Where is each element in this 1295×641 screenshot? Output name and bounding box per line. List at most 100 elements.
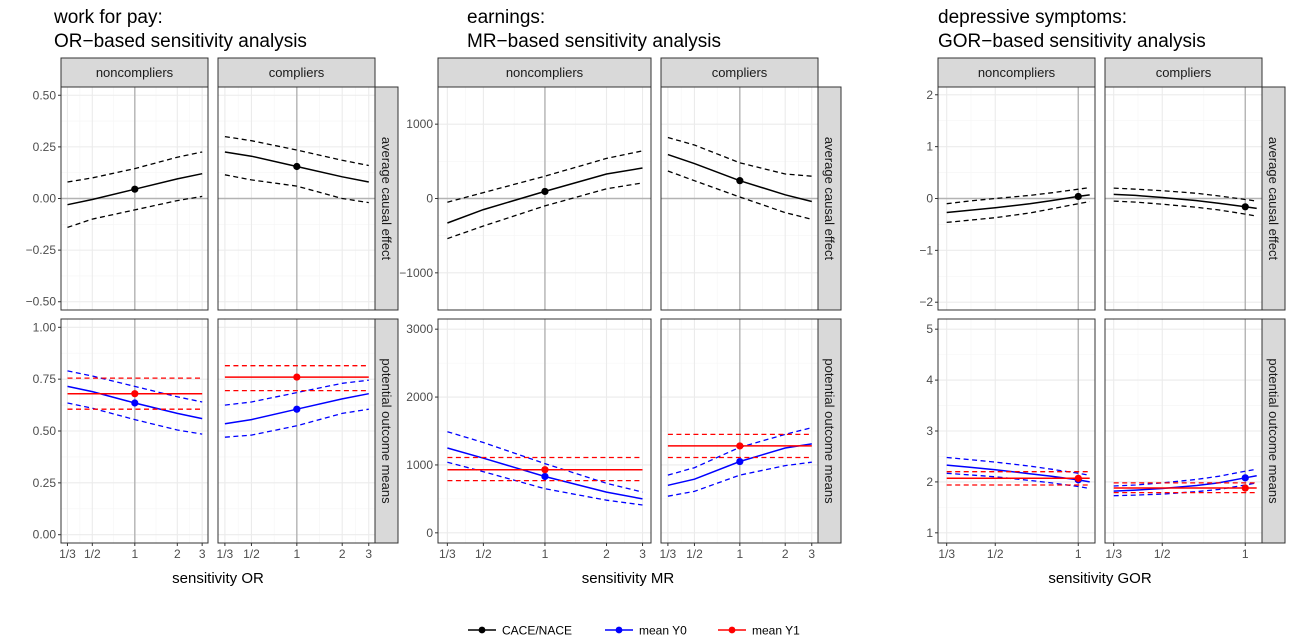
x-tick-label: 1 bbox=[736, 547, 743, 561]
facet-strip-col bbox=[60, 57, 209, 88]
series-y0-lower-bound bbox=[946, 472, 1090, 490]
x-axis-title: sensitivity GOR bbox=[1048, 570, 1152, 587]
legend-item-y0: mean Y0 bbox=[605, 624, 687, 638]
x-tick-label: 2 bbox=[782, 547, 789, 561]
facet-strip-label: compliers bbox=[712, 65, 768, 80]
x-tick-label: 3 bbox=[639, 547, 646, 561]
x-tick-label: 1/2 bbox=[84, 547, 101, 561]
legend-key-point bbox=[728, 626, 736, 634]
facet-strip-row bbox=[374, 86, 399, 311]
y-tick-label: 5 bbox=[926, 322, 933, 336]
legend-label: CACE/NACE bbox=[502, 624, 572, 638]
y-tick-label: 0 bbox=[926, 192, 933, 206]
x-tick-label: 1 bbox=[131, 547, 138, 561]
y-tick-label: −2 bbox=[919, 295, 933, 309]
series-cace-lower-bound bbox=[667, 170, 812, 220]
x-tick-label: 3 bbox=[365, 547, 372, 561]
legend-label: mean Y0 bbox=[639, 624, 687, 638]
x-tick-label: 1/2 bbox=[243, 547, 260, 561]
facet-strip-label: potential outcome means bbox=[822, 358, 837, 504]
x-tick-label: 1/2 bbox=[987, 547, 1004, 561]
y-tick-label: 0 bbox=[426, 192, 433, 206]
facet-strip-row bbox=[817, 86, 842, 311]
panel bbox=[660, 86, 819, 311]
legend-label: mean Y1 bbox=[752, 624, 800, 638]
panel bbox=[217, 318, 376, 544]
chart-title-line-1: work for pay: bbox=[53, 7, 163, 28]
facet-strip-row bbox=[1261, 86, 1286, 311]
point-cace bbox=[1074, 192, 1082, 201]
y-tick-label: 1 bbox=[926, 140, 933, 154]
series-y0-upper-bound bbox=[447, 431, 643, 493]
y-tick-label: 0.00 bbox=[33, 528, 57, 542]
y-tick-label: −0.50 bbox=[26, 295, 57, 309]
x-tick-label: 2 bbox=[174, 547, 181, 561]
series-cace-lower-bound bbox=[447, 182, 643, 240]
y-tick-label: 0.75 bbox=[33, 372, 57, 386]
y-tick-label: −1000 bbox=[399, 266, 433, 280]
chart-group-1: earnings: MR−based sensitivity analysis no… bbox=[399, 7, 842, 587]
point-y0 bbox=[736, 457, 744, 466]
point-cace bbox=[131, 185, 139, 193]
panel bbox=[437, 318, 652, 544]
panel bbox=[60, 318, 209, 544]
chart-title-line-1: earnings: bbox=[467, 7, 545, 28]
point-y1 bbox=[131, 390, 139, 398]
y-tick-label: 3 bbox=[926, 424, 933, 438]
facet-strip-label: average causal effect bbox=[822, 137, 837, 261]
point-cace bbox=[293, 162, 301, 171]
x-axis-title: sensitivity OR bbox=[172, 570, 264, 587]
chart-group-0: work for pay: OR−based sensitivity analys… bbox=[26, 7, 399, 587]
facet-strip-label: average causal effect bbox=[1266, 137, 1281, 261]
y-tick-label: 0.00 bbox=[33, 192, 57, 206]
facet-strip-row bbox=[1261, 318, 1286, 544]
series-cace-upper-bound bbox=[946, 186, 1090, 205]
series-y0-upper-bound bbox=[224, 379, 369, 406]
facet-strip-label: potential outcome means bbox=[1266, 358, 1281, 504]
point-y1 bbox=[1241, 484, 1249, 492]
series-y0-upper-bound bbox=[946, 456, 1090, 476]
series-cace-upper-bound bbox=[667, 136, 812, 177]
series-cace-upper-bound bbox=[1113, 187, 1257, 202]
x-tick-label: 1/2 bbox=[686, 547, 703, 561]
x-tick-label: 1/3 bbox=[59, 547, 76, 561]
chart-title-line-2: OR−based sensitivity analysis bbox=[54, 31, 307, 52]
legend-item-y1: mean Y1 bbox=[718, 624, 800, 638]
y-tick-label: −0.25 bbox=[26, 243, 57, 257]
panel bbox=[437, 86, 652, 311]
y-tick-label: 1.00 bbox=[33, 320, 57, 334]
facet-strip-label: noncompliers bbox=[506, 65, 584, 80]
x-tick-label: 3 bbox=[808, 547, 815, 561]
point-y1 bbox=[541, 466, 549, 474]
x-axis-title: sensitivity MR bbox=[582, 570, 675, 587]
chart-title-line-1: depressive symptoms: bbox=[938, 7, 1127, 28]
panel bbox=[60, 86, 209, 311]
y-tick-label: 0.50 bbox=[33, 88, 57, 102]
y-tick-label: 0.25 bbox=[33, 140, 57, 154]
chart-title-line-2: GOR−based sensitivity analysis bbox=[938, 31, 1206, 52]
series-cace-lower-bound bbox=[67, 195, 203, 229]
y-tick-label: 2 bbox=[926, 475, 933, 489]
chart-title-line-2: MR−based sensitivity analysis bbox=[467, 31, 721, 52]
point-y0 bbox=[541, 472, 549, 481]
x-tick-label: 1/2 bbox=[475, 547, 492, 561]
panel bbox=[660, 318, 819, 544]
x-tick-label: 1/3 bbox=[217, 547, 234, 561]
point-cace bbox=[1241, 203, 1249, 211]
x-tick-label: 1 bbox=[293, 547, 300, 561]
series-cace-lower-bound bbox=[224, 174, 369, 204]
x-tick-label: 1 bbox=[1242, 547, 1249, 561]
point-y1 bbox=[293, 373, 301, 381]
x-tick-label: 1 bbox=[542, 547, 549, 561]
series-cace-lower-bound bbox=[946, 200, 1090, 224]
y-tick-label: 2 bbox=[926, 88, 933, 102]
point-y0 bbox=[131, 399, 139, 407]
x-tick-label: 1/3 bbox=[938, 547, 955, 561]
legend-item-cace: CACE/NACE bbox=[468, 624, 572, 638]
facet-strip-label: noncompliers bbox=[978, 65, 1056, 80]
y-tick-label: 1000 bbox=[406, 458, 433, 472]
point-y1 bbox=[1074, 474, 1082, 482]
legend-key-point bbox=[615, 626, 623, 634]
series-cace-lower-bound bbox=[1113, 200, 1257, 217]
